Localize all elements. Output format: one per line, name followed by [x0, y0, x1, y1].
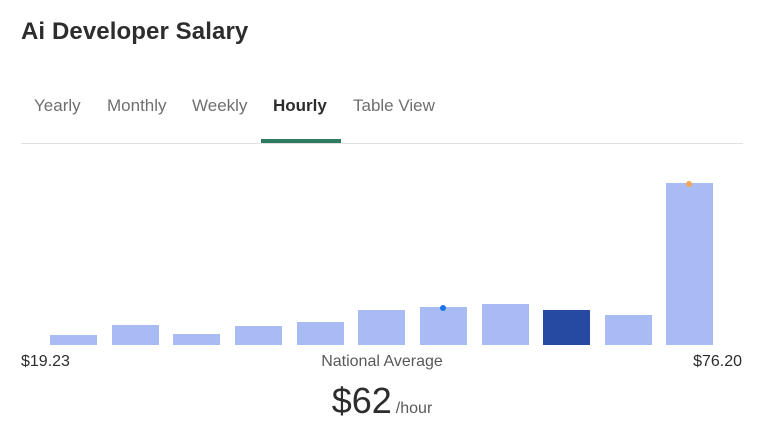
salary-period-tabs: Yearly Monthly Weekly Hourly Table View	[21, 96, 743, 143]
histogram-bar[interactable]	[358, 310, 405, 345]
active-tab-indicator	[261, 139, 341, 143]
histogram-bar[interactable]	[173, 334, 220, 345]
average-unit: /hour	[395, 400, 433, 417]
histogram-bar[interactable]	[50, 335, 97, 345]
marker-dot-icon	[686, 181, 692, 187]
histogram-bar-highlighted[interactable]	[543, 310, 590, 345]
average-amount: $62	[331, 380, 392, 421]
histogram-bar[interactable]	[235, 326, 282, 345]
page-title: Ai Developer Salary	[21, 18, 249, 45]
tab-table-view[interactable]: Table View	[353, 96, 435, 115]
histogram-bar[interactable]	[605, 315, 652, 345]
tab-weekly[interactable]: Weekly	[192, 96, 248, 115]
min-salary-label: $19.23	[21, 353, 70, 370]
histogram-bar[interactable]	[482, 304, 529, 345]
histogram-bar[interactable]	[666, 183, 713, 345]
national-average-value: $62/hour	[0, 380, 764, 422]
tab-hourly[interactable]: Hourly	[273, 96, 327, 115]
salary-histogram	[0, 150, 768, 345]
marker-dot-icon	[440, 305, 446, 311]
histogram-bar[interactable]	[420, 307, 467, 345]
tab-monthly[interactable]: Monthly	[107, 96, 167, 115]
tab-yearly[interactable]: Yearly	[34, 96, 81, 115]
histogram-bar[interactable]	[297, 322, 344, 345]
tabs-divider	[21, 143, 743, 144]
national-average-caption: National Average	[321, 353, 443, 370]
max-salary-label: $76.20	[693, 353, 742, 370]
histogram-bar[interactable]	[112, 325, 159, 345]
